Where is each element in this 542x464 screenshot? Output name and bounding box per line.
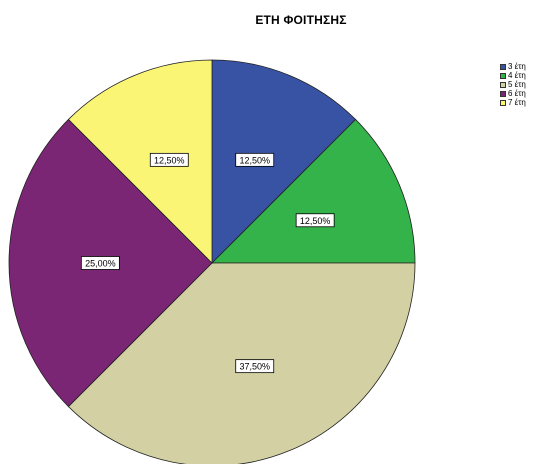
legend-swatch xyxy=(500,99,506,106)
legend-swatch xyxy=(500,63,506,70)
chart-legend: 3 έτη 4 έτη 5 έτη 6 έτη 7 έτη xyxy=(500,62,526,107)
svg-text:12,50%: 12,50% xyxy=(239,155,270,165)
data-label-4-έτη: 12,50% xyxy=(295,213,335,228)
data-label-3-έτη: 12,50% xyxy=(235,152,275,167)
legend-swatch xyxy=(500,81,506,88)
pie-slice-4-έτη xyxy=(211,118,416,264)
legend-label: 4 έτη xyxy=(508,71,526,80)
data-label-6-έτη: 25,00% xyxy=(80,256,120,270)
legend-swatch xyxy=(500,72,506,79)
data-label-7-έτη: 12,50% xyxy=(149,152,189,167)
legend-item-5-έτη: 5 έτη xyxy=(500,80,526,89)
svg-text:12,50%: 12,50% xyxy=(300,216,331,226)
legend-item-4-έτη: 4 έτη xyxy=(500,71,526,80)
pie-slice-7-έτη xyxy=(67,59,213,264)
svg-text:12,50%: 12,50% xyxy=(154,155,185,165)
legend-label: 6 έτη xyxy=(508,89,526,98)
legend-item-3-έτη: 3 έτη xyxy=(500,62,526,71)
chart-title: ΕΤΗ ΦΟΙΤΗΣΗΣ xyxy=(255,13,347,27)
legend-label: 7 έτη xyxy=(508,98,526,107)
legend-item-6-έτη: 6 έτη xyxy=(500,89,526,98)
pie-slice-3-έτη xyxy=(211,59,357,264)
legend-label: 3 έτη xyxy=(508,62,526,71)
data-label-5-έτη: 37,50% xyxy=(235,359,275,374)
svg-text:37,50%: 37,50% xyxy=(239,362,270,372)
svg-text:25,00%: 25,00% xyxy=(85,259,116,269)
legend-item-7-έτη: 7 έτη xyxy=(500,98,526,107)
legend-swatch xyxy=(500,90,506,97)
legend-label: 5 έτη xyxy=(508,80,526,89)
